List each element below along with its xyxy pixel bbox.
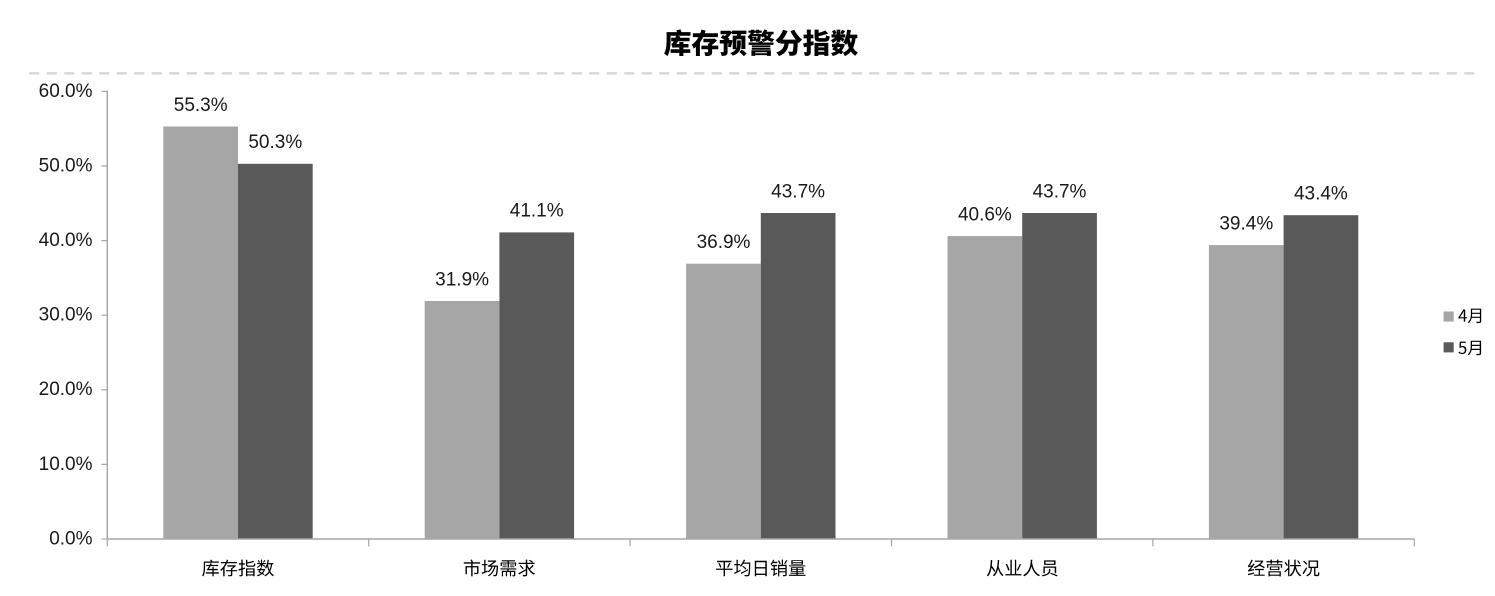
svg-text:41.1%: 41.1%: [510, 201, 564, 222]
svg-text:36.9%: 36.9%: [697, 232, 751, 253]
svg-text:0.0%: 0.0%: [49, 528, 92, 549]
svg-text:50.3%: 50.3%: [248, 132, 302, 153]
svg-text:43.7%: 43.7%: [771, 181, 825, 202]
svg-text:55.3%: 55.3%: [174, 95, 228, 116]
svg-text:39.4%: 39.4%: [1219, 213, 1273, 234]
svg-text:40.6%: 40.6%: [958, 204, 1012, 225]
svg-text:10.0%: 10.0%: [39, 454, 93, 475]
svg-text:31.9%: 31.9%: [435, 269, 489, 290]
svg-text:43.4%: 43.4%: [1294, 184, 1348, 205]
svg-text:50.0%: 50.0%: [39, 155, 93, 176]
svg-text:60.0%: 60.0%: [39, 81, 93, 102]
svg-text:40.0%: 40.0%: [39, 230, 93, 251]
svg-text:43.7%: 43.7%: [1033, 181, 1087, 202]
svg-text:30.0%: 30.0%: [39, 305, 93, 326]
svg-text:20.0%: 20.0%: [39, 379, 93, 400]
